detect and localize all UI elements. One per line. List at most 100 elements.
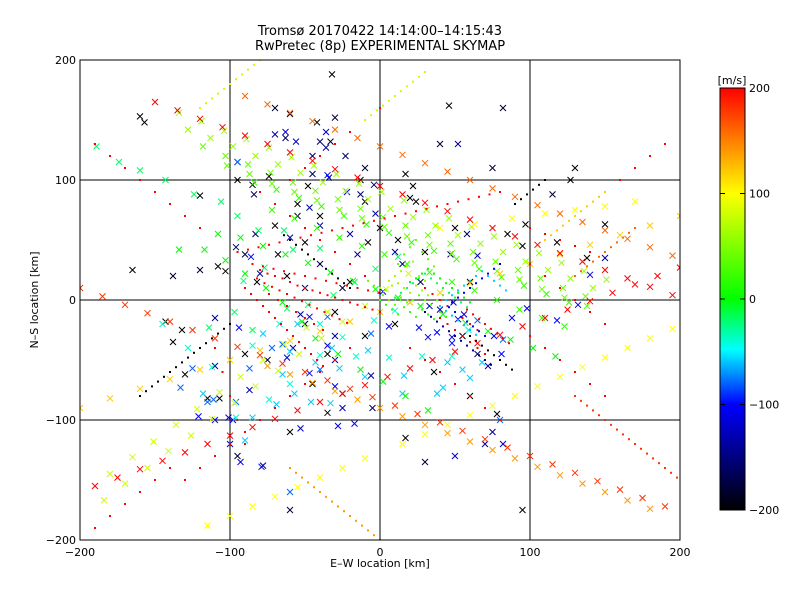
cross-point [166, 375, 174, 383]
dot-point [658, 462, 660, 465]
cross-point [567, 176, 574, 184]
dot-point [409, 347, 411, 349]
cross-point [370, 317, 378, 324]
dot-point [356, 287, 359, 289]
cross-point [80, 284, 84, 292]
cross-point [534, 201, 541, 209]
cross-point [432, 222, 439, 229]
dot-point [451, 314, 453, 317]
cross-point [214, 263, 222, 270]
cross-point [210, 396, 217, 403]
dot-point [331, 314, 333, 317]
dot-point [400, 296, 402, 299]
dot-point [628, 231, 630, 234]
cross-point [141, 119, 148, 126]
dot-point [356, 303, 359, 306]
cross-point [313, 197, 321, 204]
dot-point [446, 203, 449, 205]
dot-point [316, 359, 318, 361]
dot-point [436, 205, 438, 208]
cross-point [444, 359, 451, 366]
cross-point [339, 284, 346, 292]
dot-point [304, 383, 306, 385]
cross-point [354, 134, 361, 142]
dot-point [580, 399, 582, 402]
dot-point [289, 395, 291, 397]
dot-point [355, 519, 357, 522]
cross-point [291, 390, 298, 397]
cross-point [603, 276, 610, 283]
dot-point [299, 236, 302, 239]
dot-point [466, 308, 468, 311]
dot-point [139, 491, 141, 493]
cross-point [421, 431, 429, 438]
cross-point [336, 365, 343, 372]
cross-point [391, 320, 399, 328]
cross-point [355, 180, 363, 187]
dot-point [211, 337, 213, 340]
cross-point [234, 158, 241, 166]
dot-point [425, 207, 428, 210]
cross-point [493, 296, 501, 304]
cross-point [336, 206, 343, 214]
cross-point [312, 335, 319, 342]
cross-point [451, 224, 459, 232]
cross-point [430, 247, 438, 255]
cross-point [91, 482, 99, 490]
dot-point [421, 289, 423, 292]
dot-point [256, 299, 258, 301]
dot-point [544, 239, 546, 241]
cross-point [516, 306, 523, 313]
dot-point [424, 311, 426, 313]
cross-point [391, 402, 399, 409]
dot-point [445, 282, 447, 285]
dot-point [493, 279, 495, 282]
dot-point [325, 267, 327, 270]
dot-point [286, 293, 288, 295]
dot-point [400, 291, 402, 294]
dot-point [385, 289, 387, 292]
cross-point [385, 354, 393, 361]
cross-point [352, 353, 360, 360]
cross-point [240, 277, 247, 285]
cross-point [280, 227, 288, 234]
dot-point [388, 279, 390, 282]
cross-point [264, 362, 271, 370]
cross-point [504, 444, 511, 451]
cross-point [354, 174, 361, 181]
dot-point [295, 311, 297, 313]
cross-point [294, 320, 301, 328]
cross-point [195, 413, 202, 420]
cross-point [579, 258, 586, 265]
cross-point [522, 258, 529, 265]
cross-point [436, 224, 444, 232]
cross-point [165, 447, 172, 455]
dot-point [634, 227, 636, 229]
dot-point [481, 277, 483, 280]
cross-point [151, 98, 159, 106]
dot-point [163, 375, 165, 378]
dot-point [382, 104, 384, 107]
dot-point [124, 167, 126, 169]
dot-point [439, 305, 441, 307]
cross-point [589, 284, 597, 292]
cross-point [601, 227, 609, 234]
dot-point [445, 299, 447, 301]
dot-point [433, 318, 435, 321]
cross-point [489, 224, 496, 232]
cross-point [489, 164, 496, 172]
dot-point [418, 294, 420, 297]
dot-point [454, 335, 456, 337]
dot-point [278, 289, 281, 292]
cross-point [448, 353, 456, 360]
dot-point [316, 307, 318, 310]
cross-point [241, 92, 249, 100]
cross-point [364, 347, 372, 354]
cross-point [421, 248, 429, 256]
dot-point [664, 143, 666, 145]
cross-point [354, 396, 361, 403]
dot-point [529, 227, 531, 229]
dot-point [439, 317, 441, 319]
cross-point [241, 132, 249, 139]
cross-point [286, 109, 294, 117]
